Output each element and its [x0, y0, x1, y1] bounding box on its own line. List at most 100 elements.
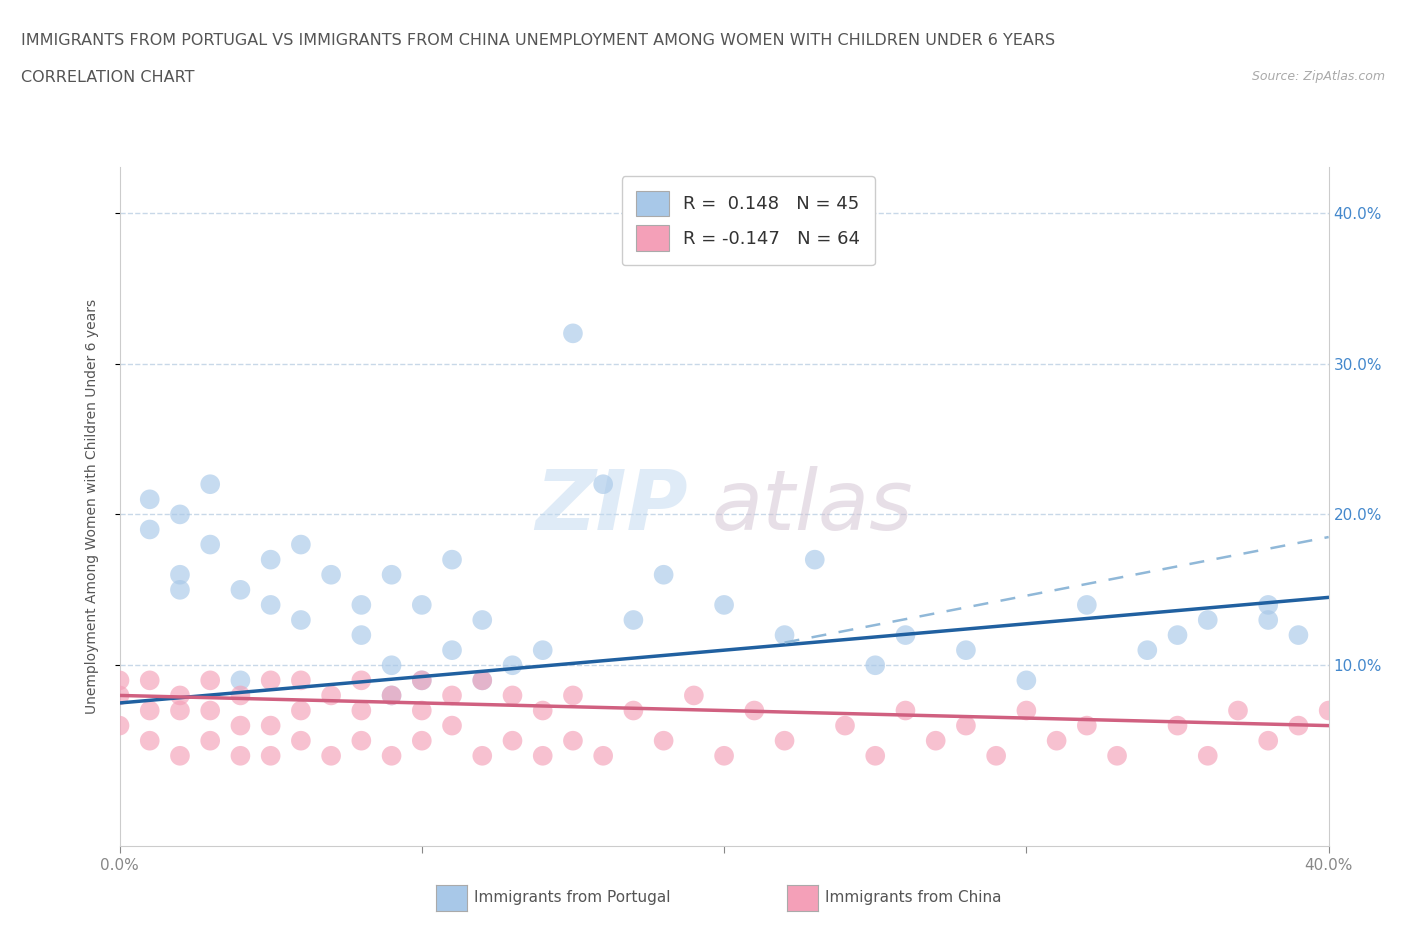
Point	[169, 507, 191, 522]
Point	[652, 733, 675, 748]
Point	[1015, 703, 1038, 718]
Text: CORRELATION CHART: CORRELATION CHART	[21, 70, 194, 85]
Point	[350, 733, 373, 748]
Point	[411, 733, 433, 748]
Point	[1166, 718, 1188, 733]
Point	[955, 643, 977, 658]
Point	[440, 643, 463, 658]
Point	[955, 718, 977, 733]
Point	[1076, 597, 1098, 612]
Point	[1286, 628, 1309, 643]
Point	[321, 567, 343, 582]
Point	[561, 326, 585, 340]
Point	[108, 688, 131, 703]
Point	[138, 703, 162, 718]
Point	[259, 749, 281, 764]
Point	[1197, 613, 1219, 628]
Point	[138, 522, 162, 537]
Point	[259, 597, 281, 612]
Y-axis label: Unemployment Among Women with Children Under 6 years: Unemployment Among Women with Children U…	[84, 299, 98, 714]
Point	[411, 673, 433, 688]
Point	[380, 658, 402, 672]
Point	[169, 567, 191, 582]
Point	[259, 673, 281, 688]
Point	[169, 582, 191, 597]
Point	[229, 673, 252, 688]
Point	[380, 749, 402, 764]
Point	[621, 703, 644, 718]
Point	[290, 733, 312, 748]
Point	[1107, 749, 1129, 764]
Point	[894, 628, 917, 643]
Point	[501, 688, 523, 703]
Point	[1226, 703, 1249, 718]
Point	[894, 703, 917, 718]
Point	[925, 733, 948, 748]
Point	[592, 749, 614, 764]
Point	[229, 688, 252, 703]
Point	[1257, 597, 1279, 612]
Point	[682, 688, 704, 703]
Point	[290, 673, 312, 688]
Point	[440, 552, 463, 567]
Point	[1076, 718, 1098, 733]
Point	[169, 749, 191, 764]
Point	[1166, 628, 1188, 643]
Point	[350, 673, 373, 688]
Point	[200, 703, 222, 718]
Point	[380, 688, 402, 703]
Point	[1136, 643, 1159, 658]
Point	[471, 749, 494, 764]
Point	[531, 749, 554, 764]
Text: ZIP: ZIP	[536, 466, 688, 548]
Point	[501, 733, 523, 748]
Point	[561, 733, 585, 748]
Point	[290, 613, 312, 628]
Point	[259, 552, 281, 567]
Point	[440, 688, 463, 703]
Point	[1015, 673, 1038, 688]
Point	[138, 492, 162, 507]
Point	[713, 597, 735, 612]
Point	[169, 688, 191, 703]
Point	[471, 673, 494, 688]
Point	[350, 628, 373, 643]
Point	[863, 749, 886, 764]
Point	[804, 552, 827, 567]
Point	[350, 597, 373, 612]
Legend: R =  0.148   N = 45, R = -0.147   N = 64: R = 0.148 N = 45, R = -0.147 N = 64	[621, 177, 875, 265]
Point	[290, 703, 312, 718]
Point	[1257, 733, 1279, 748]
Point	[411, 703, 433, 718]
Point	[713, 749, 735, 764]
Text: atlas: atlas	[711, 466, 914, 548]
Point	[321, 749, 343, 764]
Point	[471, 613, 494, 628]
Point	[411, 597, 433, 612]
Point	[561, 688, 585, 703]
Point	[531, 643, 554, 658]
Point	[380, 688, 402, 703]
Point	[652, 567, 675, 582]
Point	[229, 582, 252, 597]
Point	[1286, 718, 1309, 733]
Point	[380, 567, 402, 582]
Point	[984, 749, 1007, 764]
Point	[229, 718, 252, 733]
Point	[742, 703, 765, 718]
Point	[138, 673, 162, 688]
Text: Source: ZipAtlas.com: Source: ZipAtlas.com	[1251, 70, 1385, 83]
Point	[773, 733, 796, 748]
Point	[169, 703, 191, 718]
Point	[440, 718, 463, 733]
Point	[350, 703, 373, 718]
Point	[229, 749, 252, 764]
Point	[200, 538, 222, 552]
Point	[501, 658, 523, 672]
Text: Immigrants from Portugal: Immigrants from Portugal	[474, 890, 671, 905]
Point	[411, 673, 433, 688]
Point	[200, 477, 222, 492]
Point	[321, 688, 343, 703]
Point	[471, 673, 494, 688]
Point	[108, 718, 131, 733]
